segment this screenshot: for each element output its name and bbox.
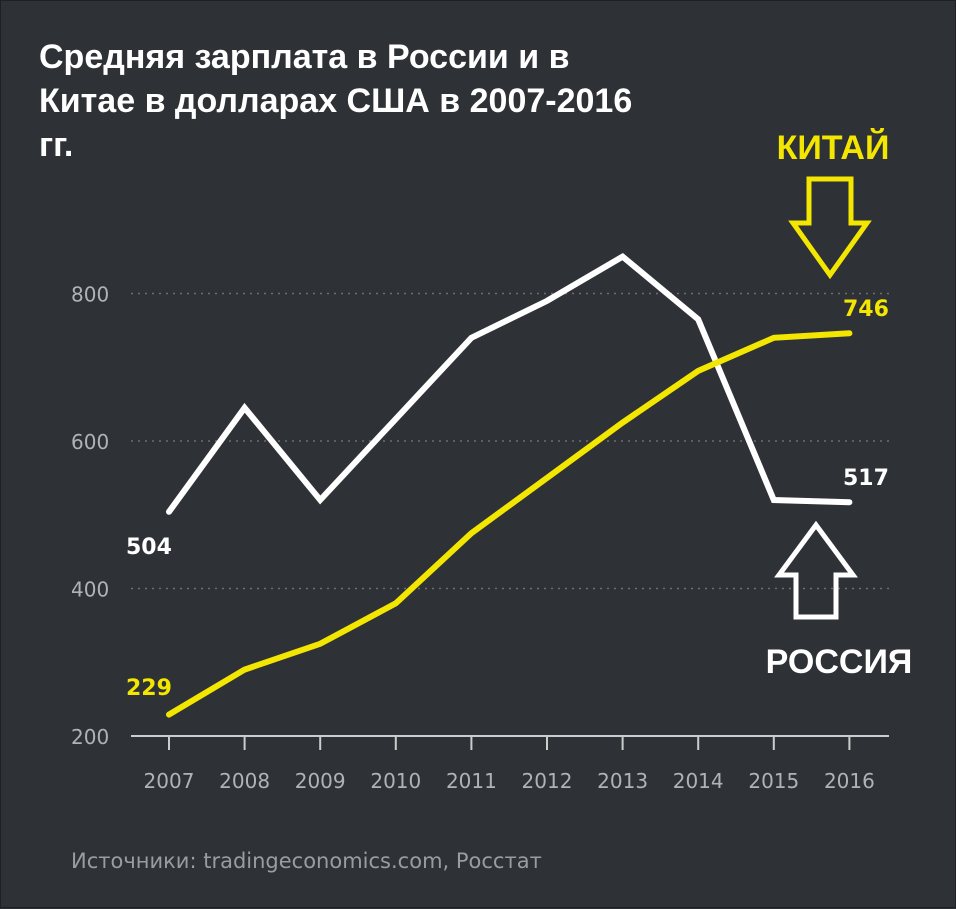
china-start-label: 229 — [126, 676, 172, 701]
russia-end-label: 517 — [843, 466, 889, 491]
y-tick-label: 200 — [71, 725, 109, 749]
series-layer — [166, 252, 853, 718]
source-note: Источники: tradingeconomics.com, Росстат — [71, 849, 542, 873]
china-series-name: КИТАЙ — [777, 128, 890, 167]
x-tick-label: 2010 — [370, 769, 421, 793]
x-tick-label: 2011 — [446, 769, 497, 793]
russia-series-name: РОССИЯ — [766, 643, 913, 681]
y-tick-label: 600 — [71, 430, 109, 454]
x-tick-label: 2013 — [597, 769, 648, 793]
arrow-up-icon — [774, 520, 858, 620]
arrow-down-icon — [788, 176, 872, 280]
grid-layer — [131, 292, 889, 590]
x-tick-label: 2012 — [522, 769, 573, 793]
x-tick-label: 2014 — [673, 769, 724, 793]
x-tick-label: 2007 — [144, 769, 195, 793]
china-callout: КИТАЙ — [777, 128, 890, 280]
russia-start-label: 504 — [126, 535, 172, 560]
x-tick-label: 2008 — [219, 769, 270, 793]
x-tick-label: 2015 — [748, 769, 799, 793]
y-tick-label: 800 — [71, 283, 109, 307]
label-layer: 504 517 229 746 — [126, 297, 889, 701]
russia-line — [166, 252, 853, 515]
x-tick-label: 2016 — [824, 769, 875, 793]
china-line — [166, 330, 853, 718]
axis-layer: 800 600 400 200 2007 2008 2009 2010 2011 2012 2013… — [71, 283, 889, 793]
china-end-label: 746 — [843, 297, 889, 322]
x-tick-label: 2009 — [295, 769, 346, 793]
chart-title: Средняя зарплата в России и в Китае в до… — [39, 38, 633, 164]
russia-callout: РОССИЯ — [766, 520, 913, 681]
y-tick-label: 400 — [71, 578, 109, 602]
